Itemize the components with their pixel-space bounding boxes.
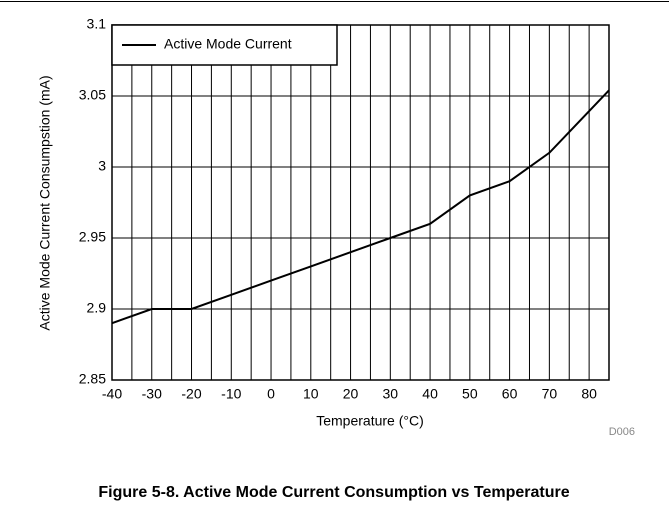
x-tick-label: -10 (221, 386, 241, 402)
y-tick-label: 3.05 (79, 87, 106, 103)
y-tick-label: 2.9 (87, 300, 107, 316)
x-tick-label: -20 (181, 386, 201, 402)
caption: Figure 5-8. Active Mode Current Consumpt… (98, 484, 569, 501)
x-tick-label: 20 (343, 386, 359, 402)
data-line (111, 89, 610, 325)
x-axis-label: Temperature (°C) (316, 413, 424, 429)
plot-frame (111, 24, 610, 381)
x-tick-label: 10 (303, 386, 319, 402)
y-tick-label: 2.95 (79, 229, 106, 245)
x-tick-label: 80 (581, 386, 597, 402)
y-axis-label: Active Mode Current Consumpstion (mA) (37, 75, 53, 330)
x-tick-label: 70 (542, 386, 558, 402)
legend-label: Active Mode Current (164, 36, 292, 52)
figure-code: D006 (609, 426, 635, 438)
x-tick-label: 60 (502, 386, 518, 402)
x-tick-label: 40 (422, 386, 438, 402)
x-tick-label: 50 (462, 386, 478, 402)
x-tick-label: -40 (102, 386, 122, 402)
x-tick-label: 30 (383, 386, 399, 402)
x-tick-label: -30 (142, 386, 162, 402)
x-tick-label: 0 (267, 386, 275, 402)
y-tick-label: 2.85 (79, 371, 106, 387)
y-tick-label: 3 (98, 158, 106, 174)
y-tick-label: 3.1 (87, 16, 107, 32)
